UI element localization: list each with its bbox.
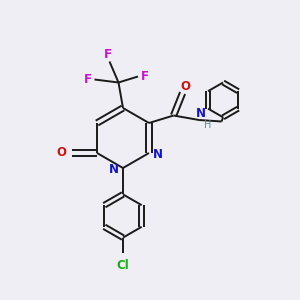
Text: N: N — [196, 107, 206, 120]
Text: N: N — [153, 148, 163, 161]
Text: Cl: Cl — [117, 259, 129, 272]
Text: F: F — [141, 70, 148, 83]
Text: O: O — [181, 80, 190, 94]
Text: O: O — [56, 146, 66, 160]
Text: F: F — [104, 48, 112, 62]
Text: N: N — [109, 163, 118, 176]
Text: F: F — [84, 73, 92, 86]
Text: H: H — [204, 119, 211, 130]
